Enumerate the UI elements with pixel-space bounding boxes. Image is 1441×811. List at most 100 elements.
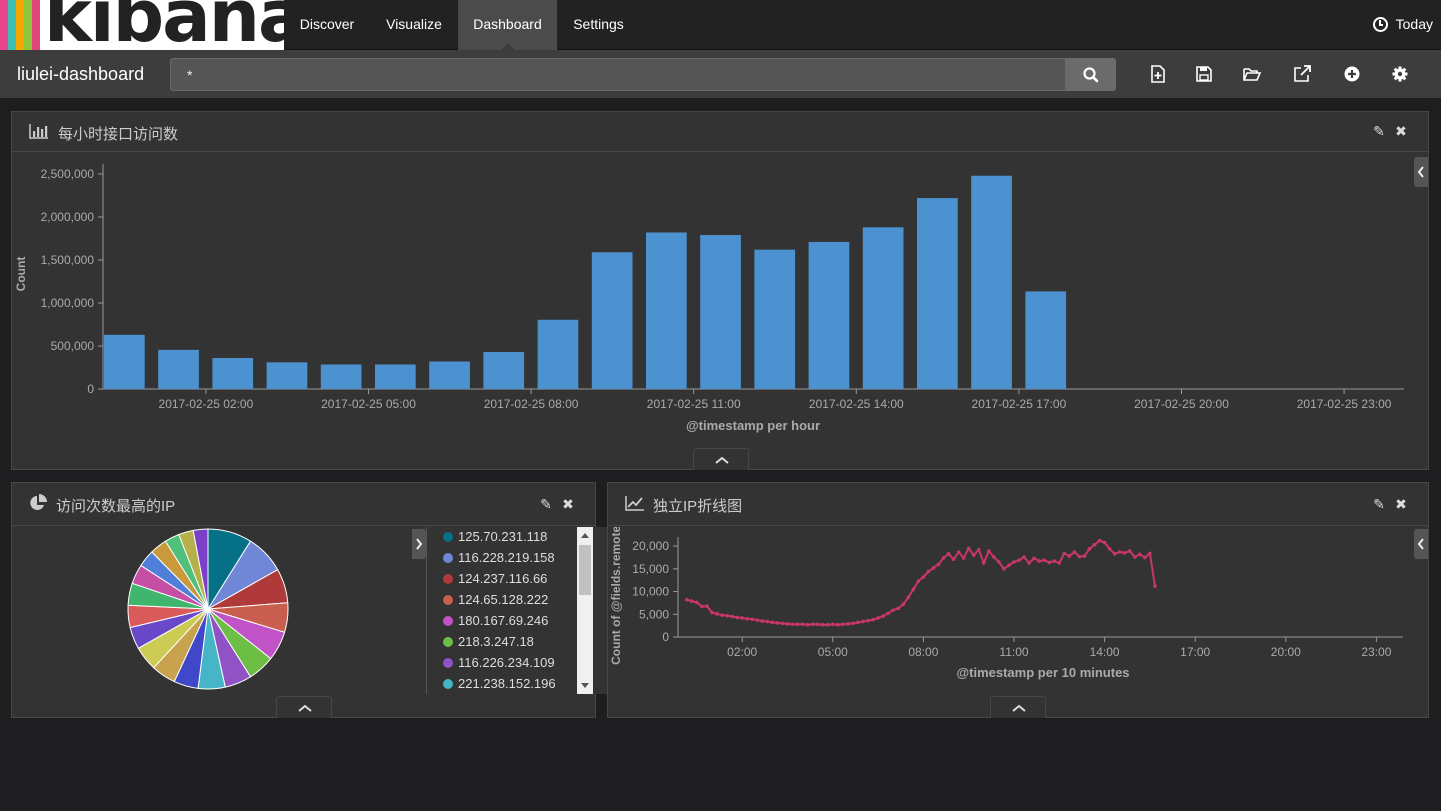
data-point xyxy=(841,622,845,627)
x-tick-label: 17:00 xyxy=(1180,645,1210,659)
data-point xyxy=(810,622,815,627)
legend-label: 124.237.116.66 xyxy=(458,571,548,586)
close-icon[interactable]: ✖ xyxy=(1395,496,1407,512)
x-tick-label: 23:00 xyxy=(1361,645,1391,659)
y-tick-label: 2,000,000 xyxy=(41,210,95,224)
data-point xyxy=(926,569,931,574)
bar xyxy=(754,249,796,389)
data-point xyxy=(951,557,956,562)
data-point xyxy=(1072,550,1077,554)
data-point xyxy=(971,553,976,557)
x-tick-label: 2017-02-25 08:00 xyxy=(484,397,579,411)
data-point xyxy=(730,614,734,619)
bar xyxy=(646,232,687,389)
data-point xyxy=(936,562,941,567)
time-picker[interactable]: Today xyxy=(1372,0,1433,50)
share-icon[interactable] xyxy=(1292,64,1312,84)
expand-legend-tab[interactable] xyxy=(1414,157,1428,187)
open-icon[interactable] xyxy=(1242,64,1262,84)
legend-item[interactable]: 124.65.128.222 xyxy=(443,592,548,610)
legend-scrollbar[interactable] xyxy=(577,527,593,694)
data-point xyxy=(1112,552,1117,556)
y-axis-title: Count xyxy=(14,257,28,292)
edit-pencil-icon[interactable]: ✎ xyxy=(1373,123,1385,139)
data-point xyxy=(705,604,709,608)
data-point xyxy=(1002,567,1006,571)
data-point xyxy=(740,616,744,620)
kibana-logo[interactable]: kibana xyxy=(0,0,284,50)
query-input[interactable] xyxy=(170,58,1066,91)
legend-color-dot xyxy=(443,637,453,647)
collapse-spy-tab[interactable] xyxy=(276,696,332,718)
legend-label: 218.3.247.18 xyxy=(458,634,534,649)
legend-item[interactable]: 218.3.247.18 xyxy=(443,634,534,652)
data-point xyxy=(982,561,986,565)
search-button[interactable] xyxy=(1066,58,1116,91)
new-dashboard-icon[interactable] xyxy=(1148,64,1168,84)
edit-pencil-icon[interactable]: ✎ xyxy=(540,496,552,512)
collapse-spy-tab[interactable] xyxy=(990,696,1046,718)
tab-visualize[interactable]: Visualize xyxy=(386,16,442,32)
legend-label: 221.238.152.196 xyxy=(458,676,556,691)
data-point xyxy=(876,616,880,620)
expand-legend-tab[interactable] xyxy=(1414,529,1428,559)
data-point xyxy=(836,622,840,627)
collapse-spy-tab[interactable] xyxy=(693,448,749,470)
time-picker-label: Today xyxy=(1395,16,1433,32)
bar xyxy=(537,319,579,389)
data-point xyxy=(846,622,850,626)
x-tick-label: 2017-02-25 02:00 xyxy=(159,397,254,411)
data-point xyxy=(1032,556,1036,561)
save-icon[interactable] xyxy=(1194,64,1214,84)
add-panel-icon[interactable] xyxy=(1342,64,1362,84)
data-point xyxy=(916,579,921,583)
legend-item[interactable]: 221.238.152.196 xyxy=(443,676,556,694)
legend-item[interactable]: 124.237.116.66 xyxy=(443,571,547,589)
dashboard-title: liulei-dashboard xyxy=(17,64,145,84)
legend-item[interactable]: 116.228.219.158 xyxy=(443,550,555,568)
data-point xyxy=(1042,558,1046,562)
y-tick-label: 2,500,000 xyxy=(41,167,95,181)
legend-item[interactable]: 180.167.69.246 xyxy=(443,613,548,631)
data-point xyxy=(1077,554,1082,559)
legend-label: 125.70.231.118 xyxy=(458,529,548,544)
y-tick-label: 1,500,000 xyxy=(41,253,95,267)
edit-pencil-icon[interactable]: ✎ xyxy=(1373,496,1385,512)
legend-color-dot xyxy=(443,595,453,605)
tab-discover[interactable]: Discover xyxy=(299,16,355,32)
legend-label: 116.228.219.158 xyxy=(458,550,555,565)
panel-title: 独立IP折线图 xyxy=(653,498,743,515)
bar-chart-icon xyxy=(29,124,48,139)
tab-dashboard[interactable]: Dashboard xyxy=(458,0,557,50)
scroll-thumb[interactable] xyxy=(579,545,591,595)
bar xyxy=(429,361,470,389)
legend-item[interactable]: 116.226.234.109 xyxy=(443,655,555,673)
data-point xyxy=(695,600,699,605)
y-tick-label: 0 xyxy=(662,630,669,644)
x-tick-label: 11:00 xyxy=(999,645,1028,659)
panel-header: 访问次数最高的IP ✎ ✖ xyxy=(12,483,595,526)
close-icon[interactable]: ✖ xyxy=(562,496,574,512)
bar xyxy=(700,235,741,389)
data-point xyxy=(700,604,704,609)
data-point xyxy=(720,613,724,617)
panel-header: 每小时接口访问数 ✎ ✖ xyxy=(12,112,1428,152)
data-point xyxy=(856,620,860,625)
collapse-legend-tab[interactable] xyxy=(412,529,426,559)
settings-icon[interactable] xyxy=(1390,64,1410,84)
y-tick-label: 20,000 xyxy=(632,539,669,553)
legend-item[interactable]: 125.70.231.118 xyxy=(443,529,547,547)
legend-label: 116.226.234.109 xyxy=(458,655,555,670)
chevron-right-icon xyxy=(416,538,423,550)
tab-settings[interactable]: Settings xyxy=(573,16,624,32)
data-point xyxy=(866,618,870,623)
pie-chart xyxy=(127,528,289,690)
data-point xyxy=(1102,540,1107,545)
data-point xyxy=(966,546,971,551)
y-tick-label: 1,000,000 xyxy=(41,296,95,310)
y-axis-title: Count of @fields.remote_addr xyxy=(609,527,623,665)
data-point xyxy=(820,622,825,627)
data-point xyxy=(1027,561,1031,565)
close-icon[interactable]: ✖ xyxy=(1395,123,1407,139)
clock-icon xyxy=(1372,17,1388,32)
